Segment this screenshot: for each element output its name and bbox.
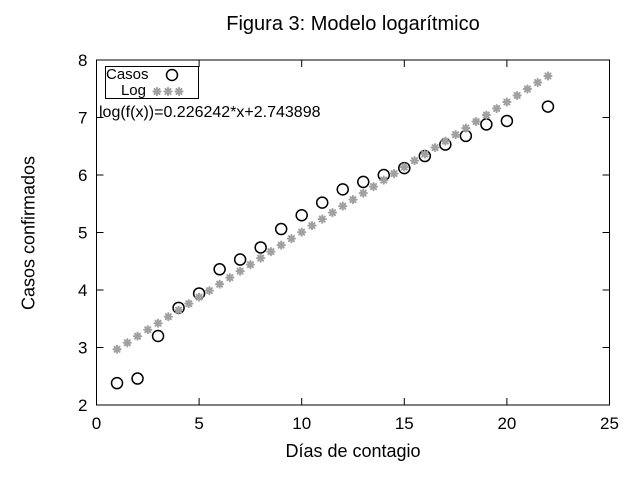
asterisk-point (409, 155, 420, 166)
legend-label-casos: Casos (106, 66, 149, 83)
asterisk-point (461, 123, 471, 133)
asterisk-point (389, 168, 399, 179)
log-marker-icon (146, 83, 198, 99)
chart-title: Figura 3: Modelo logarítmico (226, 13, 480, 35)
casos-data-point (541, 100, 555, 113)
asterisk-point (204, 286, 214, 296)
asterisk-point (317, 214, 327, 224)
casos-data-point (500, 114, 514, 128)
asterisk-point (215, 279, 225, 289)
y-tick-label: 3 (78, 339, 87, 358)
asterisk-point (256, 253, 266, 263)
asterisk-point (471, 116, 481, 127)
asterisk-point (543, 71, 553, 81)
y-tick-label: 7 (78, 109, 87, 128)
casos-data-point (357, 175, 370, 189)
asterisk-point (512, 90, 522, 101)
asterisk-point (266, 247, 276, 257)
casos-data-point (336, 183, 349, 196)
asterisk-point (245, 260, 255, 270)
casos-data-point (110, 376, 124, 390)
asterisk-point (348, 195, 358, 205)
legend-box: Casos Log (105, 66, 199, 99)
legend-entry-log: Log (106, 83, 198, 99)
asterisk-point (368, 182, 379, 192)
legend-entry-casos: Casos (106, 67, 198, 83)
asterisk-point (174, 86, 184, 97)
asterisk-point (522, 84, 533, 94)
asterisk-point (112, 344, 122, 354)
asterisk-point (327, 208, 338, 218)
casos-data-point (233, 253, 247, 266)
asterisk-point (338, 201, 348, 211)
y-tick-label: 2 (78, 396, 87, 415)
x-tick-label: 25 (600, 414, 619, 433)
asterisk-point (451, 129, 461, 140)
asterisk-point (297, 227, 307, 237)
y-tick-label: 4 (78, 281, 87, 300)
asterisk-point (235, 266, 245, 276)
casos-data-point (151, 329, 165, 343)
asterisk-point (122, 338, 132, 348)
x-tick-label: 20 (497, 414, 516, 433)
asterisk-point (502, 97, 512, 107)
asterisk-point (132, 331, 143, 341)
asterisk-point (307, 221, 317, 231)
asterisk-point (152, 86, 162, 97)
asterisk-point (286, 234, 297, 244)
asterisk-point (276, 240, 286, 250)
asterisk-point (194, 292, 204, 302)
asterisk-point (358, 188, 368, 198)
x-tick-label: 0 (92, 414, 101, 433)
x-axis-label: Días de contagio (285, 441, 421, 461)
y-tick-label: 6 (78, 166, 87, 185)
asterisk-point (399, 162, 409, 172)
casos-data-point (315, 196, 329, 209)
asterisk-point (184, 299, 194, 309)
asterisk-point (153, 318, 163, 328)
asterisk-point (533, 77, 543, 88)
asterisk-point (173, 305, 184, 315)
casos-data-point (480, 118, 493, 131)
asterisk-point (143, 325, 153, 335)
casos-data-point (254, 241, 267, 254)
x-tick-label: 5 (194, 414, 203, 433)
x-tick-label: 15 (395, 414, 414, 433)
fit-equation-label: log(f(x))=0.226242*x+2.743898 (99, 104, 321, 121)
asterisk-point (225, 273, 235, 283)
asterisk-point (379, 175, 389, 185)
legend-label-log: Log (120, 82, 146, 99)
asterisk-point (163, 312, 173, 322)
asterisk-point (163, 86, 173, 97)
asterisk-point (481, 110, 491, 120)
casos-marker-icon (146, 67, 198, 83)
x-tick-label: 10 (292, 414, 311, 433)
asterisk-point (440, 136, 450, 146)
casos-data-point (213, 263, 226, 276)
casos-data-point (131, 372, 144, 385)
asterisk-point (492, 103, 502, 114)
casos-data-point (274, 222, 288, 236)
asterisk-point (420, 149, 430, 159)
casos-data-point (295, 209, 308, 222)
y-tick-label: 8 (78, 51, 87, 70)
y-tick-label: 5 (78, 224, 87, 243)
asterisk-point (430, 142, 440, 153)
